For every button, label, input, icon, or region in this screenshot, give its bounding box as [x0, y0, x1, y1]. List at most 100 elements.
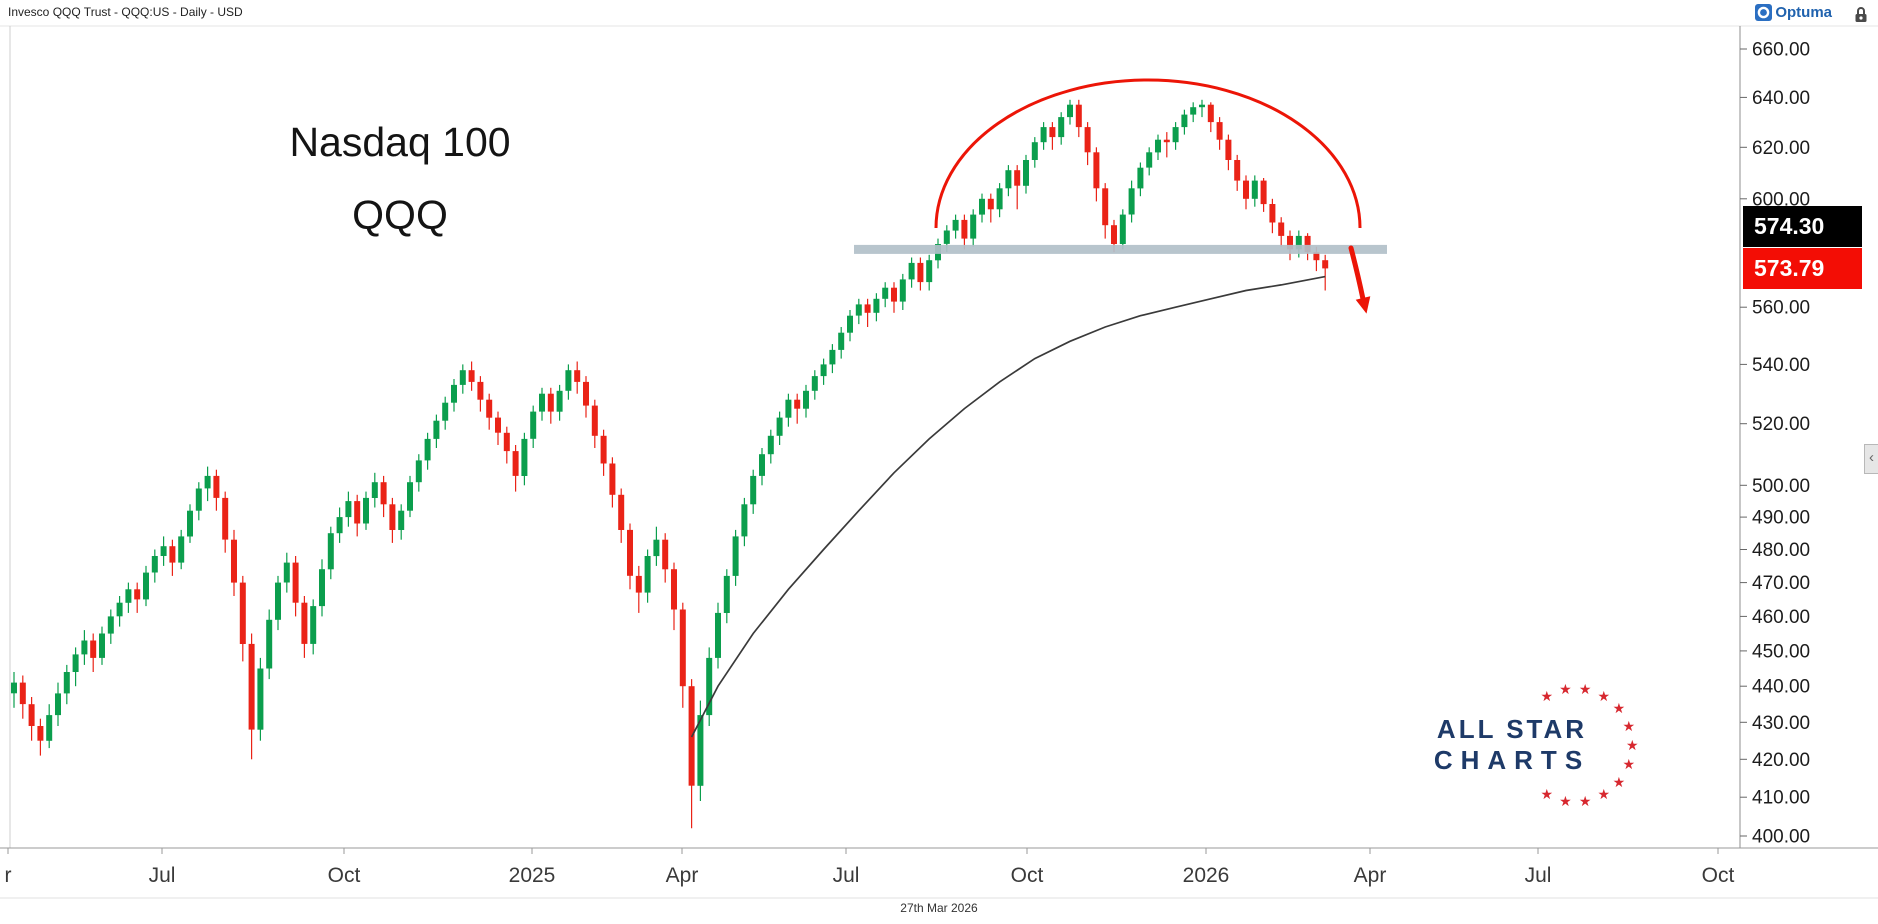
- annotation-line1: Nasdaq 100: [289, 119, 511, 165]
- candle-body: [653, 539, 660, 557]
- last-close-badge: 574.30: [1743, 206, 1862, 247]
- down-arrow-shaft[interactable]: [1348, 245, 1366, 302]
- candle-body: [1119, 214, 1126, 244]
- price-tick-label: 480.00: [1752, 540, 1810, 561]
- candle-body: [847, 315, 853, 333]
- candle-body: [398, 510, 405, 530]
- candle-body: [961, 219, 968, 239]
- price-tick-label: 490.00: [1752, 508, 1810, 529]
- candle-body: [1199, 104, 1205, 108]
- candle-body: [143, 572, 149, 600]
- down-arrow-head[interactable]: [1355, 296, 1371, 314]
- candle-body: [609, 463, 616, 495]
- star-icon: ★: [1597, 786, 1611, 803]
- candle-body: [732, 536, 739, 576]
- axis-lock-icon[interactable]: [1854, 6, 1868, 23]
- time-tick-label: Apr: [666, 864, 699, 887]
- candle-body: [891, 287, 897, 302]
- price-tick-label: 640.00: [1752, 88, 1810, 109]
- candle-body: [283, 562, 290, 583]
- support-line[interactable]: [854, 244, 1387, 254]
- candle-body: [979, 198, 985, 215]
- candle-body: [600, 435, 607, 464]
- price-tick-label: 410.00: [1752, 788, 1810, 809]
- candle-body: [1243, 180, 1249, 199]
- candle-body: [1084, 127, 1091, 153]
- annotation-line2: QQQ: [352, 192, 448, 238]
- candle-body: [1304, 235, 1311, 253]
- candle-body: [389, 504, 396, 530]
- candle-body: [310, 606, 317, 644]
- candle-body: [1163, 139, 1170, 143]
- candle-body: [231, 539, 237, 583]
- candle-body: [125, 589, 132, 603]
- optuma-logo-icon: [1755, 4, 1773, 21]
- candle-body: [547, 393, 554, 412]
- candle-body: [222, 497, 229, 540]
- candle-body: [706, 657, 713, 716]
- candle-body: [1102, 188, 1109, 226]
- candle-body: [239, 582, 246, 644]
- candle-body: [1313, 252, 1320, 261]
- time-tick-label: Apr: [1354, 864, 1387, 887]
- candle-body: [371, 482, 378, 498]
- candle-body: [618, 494, 625, 530]
- price-axis[interactable]: 660.00 640.00 620.00 600.00 560.00 540.00 520.…: [1740, 40, 1810, 848]
- price-tick-label: 400.00: [1752, 827, 1810, 848]
- candle-body: [178, 536, 185, 563]
- candle-body: [1049, 127, 1056, 138]
- candle-body: [1075, 104, 1082, 128]
- rounded-top-arc[interactable]: [934, 78, 1362, 229]
- candle-body: [1014, 170, 1021, 186]
- candle-body: [1287, 235, 1293, 250]
- optuma-logo: Optuma: [1755, 4, 1832, 21]
- candle-body: [1111, 225, 1117, 244]
- candlestick-series[interactable]: [11, 99, 1329, 829]
- price-tick-label: 440.00: [1752, 677, 1810, 698]
- candle-body: [415, 460, 422, 483]
- candle-body: [442, 402, 449, 421]
- candle-body: [996, 188, 1003, 210]
- candle-body: [759, 454, 765, 476]
- chart-annotation-title[interactable]: Nasdaq 100 QQQ: [230, 106, 570, 252]
- time-axis[interactable]: r Jul Oct 2025 Apr Jul Oct 2026 Apr Jul Oct: [5, 848, 1735, 887]
- candle-body: [459, 370, 466, 385]
- candle-body: [187, 510, 193, 537]
- candle-body: [495, 417, 501, 433]
- candle-body: [970, 214, 977, 239]
- candle-body: [1040, 127, 1047, 143]
- candle-body: [917, 262, 924, 283]
- price-tick-label: 470.00: [1752, 573, 1810, 594]
- star-icon: ★: [1559, 680, 1572, 697]
- anchored-vwap-line[interactable]: [690, 275, 1326, 738]
- candle-body: [204, 475, 211, 489]
- axis-panel-toggle-button[interactable]: ‹: [1864, 444, 1878, 474]
- candle-body: [468, 370, 475, 382]
- optuma-logo-text: Optuma: [1775, 4, 1832, 21]
- candle-body: [345, 501, 352, 518]
- last-date-label: 27th Mar 2026: [900, 901, 978, 915]
- candle-body: [336, 517, 343, 534]
- candle-body: [723, 575, 730, 613]
- candle-body: [908, 262, 915, 280]
- candle-body: [899, 279, 906, 302]
- star-icon: ★: [1559, 793, 1572, 810]
- candle-body: [55, 693, 61, 716]
- time-tick-label: Oct: [328, 864, 361, 887]
- candle-body: [1155, 139, 1161, 153]
- candle-body: [750, 475, 757, 505]
- star-icon: ★: [1540, 687, 1554, 704]
- candle-body: [767, 435, 774, 455]
- candle-body: [1207, 104, 1214, 123]
- candle-body: [530, 411, 537, 439]
- candle-body: [1023, 160, 1029, 186]
- candle-body: [926, 260, 933, 283]
- candle-body: [1278, 222, 1285, 236]
- candle-body: [785, 399, 792, 418]
- price-tick-label: 430.00: [1752, 713, 1810, 734]
- candle-body: [248, 643, 255, 730]
- candle-body: [451, 384, 457, 403]
- time-tick-label: Jul: [1525, 864, 1552, 887]
- candle-body: [63, 672, 70, 694]
